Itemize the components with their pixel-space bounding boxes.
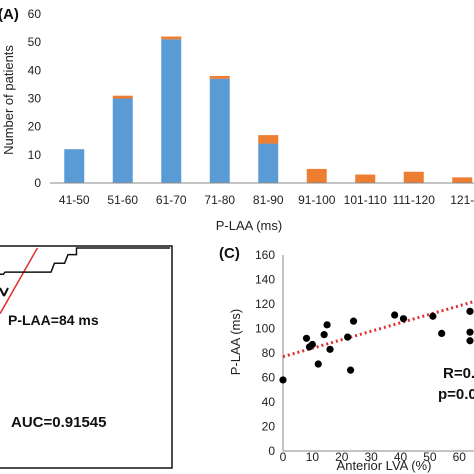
scatter-x-tick-label: 20 — [335, 450, 349, 464]
histogram-y-tick-label: 30 — [28, 92, 42, 106]
scatter-trendline — [282, 300, 474, 359]
scatter-r-label: R=0.7 — [443, 365, 474, 382]
scatter-y-ticks: 0 20 40 60 80 100 120 140 160 — [255, 248, 275, 458]
scatter-point — [279, 376, 287, 384]
roc-reference-line — [0, 247, 39, 315]
scatter-points — [279, 307, 474, 384]
scatter-x-ticks: 0 10 20 30 40 50 60 — [280, 450, 467, 464]
histogram-y-tick-label: 40 — [28, 63, 42, 77]
histogram-y-tick-label: 0 — [34, 176, 41, 190]
roc-curve — [0, 247, 170, 276]
histogram-bar — [161, 39, 182, 183]
histogram-bar — [209, 75, 230, 79]
scatter-point — [308, 340, 316, 349]
histogram-y-tick-label: 20 — [28, 120, 42, 134]
panel-a-label: (A) — [0, 6, 19, 23]
histogram-x-ticks: 41-50 51-60 61-70 71-80 81-90 91-100 101-110 11… — [59, 193, 474, 207]
scatter-point — [346, 366, 355, 374]
histogram-x-tick-label: 91-100 — [298, 193, 336, 207]
histogram-x-tick-label: 101-110 — [344, 193, 387, 207]
histogram-x-tick-label: 111-120 — [393, 193, 436, 207]
scatter-y-tick-label: 160 — [255, 248, 275, 262]
histogram-bar — [209, 78, 230, 183]
scatter-point — [323, 321, 331, 329]
histogram-x-tick-label: 121- — [450, 193, 474, 207]
scatter-point — [320, 331, 328, 339]
scatter-x-tick-label: 10 — [306, 450, 320, 464]
roc-panel: P-LAA=84 ms AUC=0.91545 — [0, 245, 173, 469]
scatter-point — [314, 360, 322, 368]
histogram-y-tick-label: 10 — [28, 148, 42, 162]
scatter-x-tick-label: 40 — [394, 450, 408, 464]
scatter-point — [391, 311, 399, 319]
scatter-point — [302, 334, 311, 342]
scatter-panel: (C) P-LAA (ms) 0 20 40 60 80 100 120 140 160 0 10… — [219, 245, 474, 473]
scatter-point — [466, 307, 474, 315]
histogram-x-tick-label: 61-70 — [156, 193, 187, 207]
histogram-y-ticks: 0 10 20 30 40 50 60 — [28, 7, 42, 190]
histogram-bar — [258, 135, 279, 144]
histogram-y-axis-label: Number of patients — [1, 45, 16, 155]
scatter-y-tick-label: 20 — [262, 420, 276, 434]
histogram-x-tick-label: 81-90 — [253, 193, 284, 207]
scatter-point — [344, 333, 352, 341]
scatter-point — [466, 337, 474, 345]
scatter-point — [399, 315, 408, 323]
scatter-x-tick-label: 50 — [423, 450, 437, 464]
cutoff-arrow — [0, 287, 9, 297]
scatter-x-tick-label: 30 — [364, 450, 378, 464]
histogram-panel: (A) Number of patients 0 10 20 30 40 50 60 41-… — [0, 6, 474, 233]
scatter-y-tick-label: 140 — [255, 273, 275, 287]
scatter-y-tick-label: 40 — [262, 395, 276, 409]
histogram-bar — [403, 171, 424, 183]
scatter-point — [466, 328, 474, 336]
histogram-x-tick-label: 41-50 — [59, 193, 90, 207]
histogram-x-axis-label: P-LAA (ms) — [216, 218, 282, 233]
scatter-y-tick-label: 120 — [255, 297, 275, 311]
histogram-bar — [112, 98, 133, 183]
scatter-x-tick-label: 60 — [453, 450, 467, 464]
roc-cutoff-label: P-LAA=84 ms — [8, 312, 99, 328]
scatter-p-label: p=0.0 — [438, 386, 474, 403]
histogram-bar — [161, 36, 182, 40]
histogram-bar — [112, 95, 133, 99]
histogram-bars — [64, 36, 473, 183]
scatter-point — [326, 345, 334, 353]
scatter-point — [438, 329, 446, 337]
scatter-point — [349, 317, 358, 325]
scatter-point — [429, 312, 437, 320]
histogram-bar — [355, 174, 376, 183]
histogram-bar — [452, 177, 473, 183]
scatter-x-tick-label: 0 — [280, 450, 287, 464]
histogram-y-tick-label: 50 — [28, 35, 42, 49]
histogram-bar — [64, 149, 85, 183]
panel-c-label: (C) — [219, 245, 240, 262]
roc-auc-label: AUC=0.91545 — [11, 414, 106, 431]
scatter-y-tick-label: 0 — [268, 444, 275, 458]
scatter-y-axis-label: P-LAA (ms) — [228, 309, 243, 375]
histogram-y-tick-label: 60 — [28, 7, 42, 21]
scatter-x-axis-label: Anterior LVA (%) — [337, 458, 432, 473]
scatter-y-tick-label: 60 — [262, 371, 276, 385]
histogram-bar — [306, 168, 327, 183]
roc-frame — [0, 245, 173, 469]
histogram-x-tick-label: 71-80 — [204, 193, 235, 207]
scatter-y-tick-label: 100 — [255, 322, 275, 336]
histogram-x-tick-label: 51-60 — [107, 193, 138, 207]
scatter-y-tick-label: 80 — [262, 346, 276, 360]
histogram-bar — [258, 143, 279, 183]
